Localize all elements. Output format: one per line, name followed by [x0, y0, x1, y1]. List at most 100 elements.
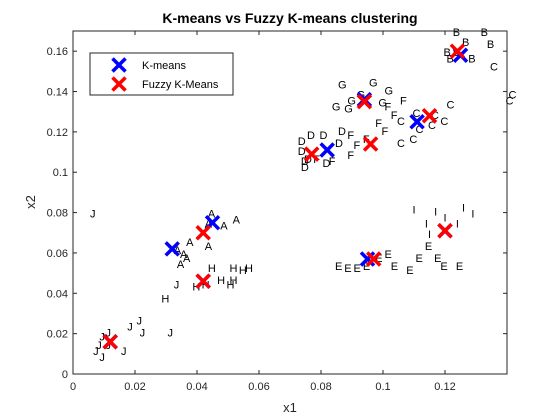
point-label: D	[335, 138, 343, 150]
x-axis-label: x1	[283, 400, 297, 415]
fuzzy-center-marker	[102, 333, 118, 350]
point-label: C	[490, 61, 498, 73]
point-label: C	[397, 116, 405, 128]
point-label: E	[456, 261, 463, 273]
kmeans-center-marker	[164, 241, 180, 257]
point-label: D	[319, 130, 327, 142]
point-label: G	[344, 104, 353, 116]
y-tick-label: 0.04	[47, 288, 68, 300]
point-label: C	[409, 134, 417, 146]
legend-marker-kmeans	[111, 57, 127, 73]
point-label: A	[220, 221, 228, 233]
point-label: F	[354, 140, 361, 152]
point-label: C	[412, 108, 420, 120]
point-label: D	[338, 126, 346, 138]
point-label: G	[347, 96, 356, 108]
point-label: C	[447, 100, 455, 112]
point-label: F	[400, 96, 407, 108]
point-label: C	[431, 110, 439, 122]
point-label: I	[412, 205, 415, 217]
point-label: D	[301, 162, 309, 174]
point-label: E	[406, 265, 413, 277]
point-label: D	[323, 158, 331, 170]
point-label: I	[425, 219, 428, 231]
point-label: A	[208, 209, 216, 221]
point-label: D	[298, 146, 306, 158]
legend: K-means Fuzzy K-Means	[89, 52, 234, 96]
point-label: A	[177, 259, 185, 271]
point-label: E	[425, 241, 432, 253]
legend-entry-label: K-means	[142, 60, 187, 72]
point-label: C	[428, 120, 436, 132]
point-label: J	[168, 328, 174, 340]
point-label: A	[186, 237, 194, 249]
point-label: D	[301, 156, 309, 168]
point-label: G	[378, 98, 387, 110]
fuzzy-center-marker	[437, 223, 453, 239]
y-tick-label: 0	[62, 369, 68, 381]
y-tick-label: 0.06	[47, 248, 68, 260]
x-axis: 0 0.02 0.04 0.06 0.08 0.1 0.12	[70, 31, 456, 393]
point-label: F	[329, 156, 336, 168]
point-label: E	[335, 261, 342, 273]
kmeans-center-marker	[319, 142, 335, 158]
point-label: J	[106, 328, 112, 340]
point-label: B	[487, 39, 494, 51]
point-label: E	[354, 263, 361, 275]
fuzzy-center-marker	[356, 93, 373, 110]
point-label: A	[205, 241, 213, 253]
point-label: E	[385, 249, 392, 261]
fuzzy-center-marker	[421, 108, 438, 124]
point-label: A	[233, 215, 241, 227]
cluster-centers-layer	[102, 43, 469, 350]
point-label: D	[307, 130, 315, 142]
point-label: J	[174, 279, 180, 291]
point-label: A	[183, 253, 191, 265]
x-tick-label: 0.12	[434, 381, 455, 393]
y-axis-label: x2	[23, 195, 38, 209]
point-label: J	[96, 340, 102, 352]
point-label: G	[369, 77, 378, 89]
point-label: A	[174, 245, 182, 257]
point-label: J	[90, 209, 96, 221]
point-label: C	[440, 116, 448, 128]
point-label: H	[217, 275, 225, 287]
point-label: I	[428, 229, 431, 241]
point-label: E	[375, 253, 382, 265]
x-tick-label: 0.08	[310, 381, 331, 393]
point-label: F	[385, 102, 392, 114]
plot-area-frame	[72, 30, 508, 375]
point-label: F	[375, 118, 382, 130]
legend-entry-label: Fuzzy K-Means	[142, 79, 219, 91]
point-label: C	[416, 124, 424, 136]
point-label: E	[440, 261, 447, 273]
y-tick-label: 0.1	[53, 167, 68, 179]
point-label: C	[505, 96, 513, 108]
fuzzy-center-marker	[195, 273, 211, 289]
y-tick-label: 0.12	[47, 127, 68, 139]
y-tick-label: 0.02	[47, 329, 68, 341]
point-label: J	[121, 346, 127, 358]
x-tick-label: 0.06	[248, 381, 269, 393]
point-label: J	[93, 346, 99, 358]
point-label: C	[397, 138, 405, 150]
point-label: H	[208, 263, 216, 275]
point-label: J	[99, 352, 105, 364]
point-label: I	[471, 209, 474, 221]
point-label: E	[391, 261, 398, 273]
fuzzy-center-marker	[195, 225, 211, 241]
point-label: H	[226, 279, 234, 291]
fuzzy-center-marker	[362, 136, 379, 152]
point-label: B	[462, 37, 469, 49]
point-label: F	[391, 110, 398, 122]
point-label: H	[239, 265, 247, 277]
point-label: E	[434, 253, 441, 265]
fuzzy-center-marker	[449, 43, 466, 59]
point-label: E	[416, 253, 423, 265]
y-tick-label: 0.14	[47, 87, 68, 99]
y-tick-label: 0.08	[47, 208, 68, 220]
point-label: E	[363, 261, 370, 273]
kmeans-center-marker	[409, 114, 425, 130]
point-label: H	[230, 275, 238, 287]
